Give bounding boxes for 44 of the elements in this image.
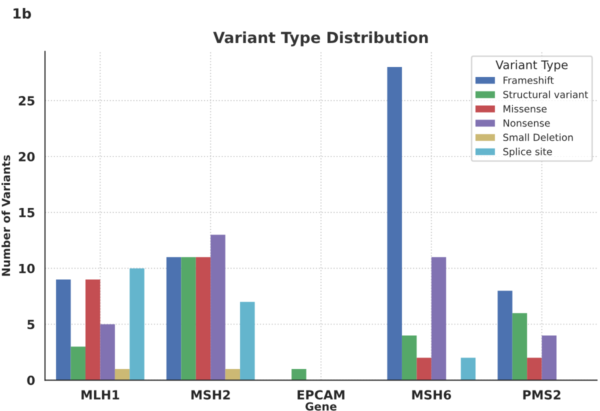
bar bbox=[240, 302, 255, 380]
legend-label: Nonsense bbox=[504, 120, 550, 127]
bar bbox=[85, 280, 100, 380]
bar bbox=[166, 257, 182, 380]
x-tick-label: EPCAM bbox=[298, 390, 344, 400]
x-tick-label: MSH2 bbox=[191, 390, 230, 400]
y-axis-title: Number of Variants bbox=[2, 155, 10, 276]
legend-label: Missense bbox=[504, 104, 547, 112]
bar bbox=[527, 358, 542, 380]
bar bbox=[460, 358, 476, 380]
x-tick-label: MLH1 bbox=[82, 390, 120, 400]
bar bbox=[56, 280, 71, 380]
bar bbox=[402, 335, 417, 380]
bar bbox=[114, 368, 130, 380]
bar bbox=[181, 257, 196, 380]
x-tick-label: PMS2 bbox=[523, 390, 560, 400]
legend-label: Small Deletion bbox=[503, 133, 573, 142]
bar bbox=[130, 268, 144, 380]
bar bbox=[431, 257, 446, 380]
bar bbox=[542, 335, 557, 380]
bar bbox=[100, 324, 115, 380]
y-tick-label: 10 bbox=[19, 264, 35, 274]
text: 1b bbox=[14, 8, 31, 19]
bar bbox=[387, 67, 402, 380]
y-tick-label: 5 bbox=[28, 320, 34, 330]
y-tick-label: 20 bbox=[18, 152, 35, 162]
y-tick-label: 25 bbox=[18, 96, 34, 106]
bar bbox=[225, 368, 240, 380]
legend-title: Variant Type bbox=[496, 60, 568, 72]
legend-label: Frameshift bbox=[504, 76, 554, 84]
bar bbox=[416, 358, 432, 380]
bar bbox=[210, 234, 226, 380]
y-tick-label: 15 bbox=[19, 208, 34, 218]
bar bbox=[292, 368, 306, 380]
x-axis-title: Gene bbox=[306, 402, 337, 411]
bar bbox=[70, 346, 86, 380]
y-tick-label: 0 bbox=[27, 376, 35, 386]
chart-title: Variant Type Distribution bbox=[213, 31, 428, 46]
bar bbox=[498, 290, 512, 380]
bar bbox=[512, 313, 528, 380]
legend-label: Structural variant bbox=[503, 90, 588, 98]
bar bbox=[196, 257, 211, 380]
x-tick-label: MSH6 bbox=[412, 390, 452, 400]
legend-label: Splice site bbox=[503, 148, 552, 158]
